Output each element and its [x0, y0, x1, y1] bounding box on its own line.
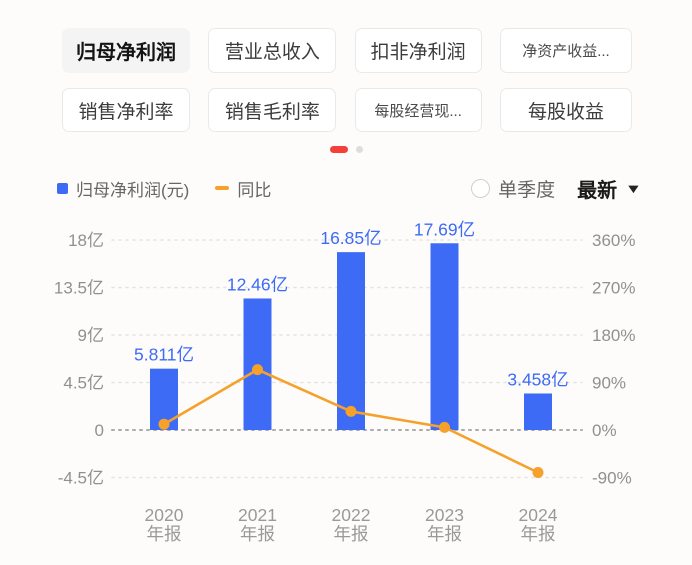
- bar-value-label: 17.69亿: [414, 219, 475, 239]
- metric-tabs: 归母净利润 营业总收入 扣非净利润 净资产收益... 销售净利率 销售毛利率 每…: [62, 28, 632, 132]
- x-axis-label: 2020 年报: [145, 505, 184, 544]
- yoy-point[interactable]: [158, 418, 170, 430]
- bar[interactable]: [524, 393, 552, 430]
- bar[interactable]: [337, 252, 365, 430]
- profit-chart: 18亿 360% 13.5亿 270% 9亿 180% 4.5亿 90% 0 0% -4.5亿 -90…: [0, 210, 692, 560]
- x-axis-label: 2024 年报: [519, 505, 558, 544]
- left-axis-tick-label: 0: [95, 421, 104, 440]
- period-dropdown-value[interactable]: 最新: [577, 179, 618, 202]
- tab-guimu-jinglirun[interactable]: 归母净利润: [62, 28, 190, 73]
- tab-jingzichan-shouyi[interactable]: 净资产收益...: [499, 28, 632, 73]
- profit-chart-svg: 18亿 360% 13.5亿 270% 9亿 180% 4.5亿 90% 0 0% -4.5亿 -90…: [54, 219, 636, 544]
- tab-koufei-jinglirun[interactable]: 扣非净利润: [354, 28, 482, 73]
- tabs-pagination: [0, 146, 692, 153]
- bar-value-label: 16.85亿: [320, 228, 381, 248]
- x-axis-label: 2021 年报: [238, 505, 277, 544]
- right-axis-tick-label: 270%: [592, 279, 635, 298]
- bar-series-label: 归母净利润(元): [76, 180, 190, 200]
- single-quarter-label[interactable]: 单季度: [498, 179, 556, 201]
- yoy-point[interactable]: [345, 405, 357, 417]
- left-axis-tick-label: 4.5亿: [63, 374, 104, 393]
- x-axis-label: 2023 年报: [425, 505, 464, 544]
- right-axis-tick-label: -90%: [592, 469, 632, 488]
- bar-series-swatch-icon: [57, 182, 68, 194]
- single-quarter-radio[interactable]: [471, 178, 491, 198]
- bar[interactable]: [430, 243, 459, 430]
- left-axis-tick-label: 18亿: [68, 231, 104, 250]
- pager-dot[interactable]: [355, 146, 363, 153]
- right-axis-tick-label: 90%: [592, 374, 626, 393]
- left-axis-tick-label: -4.5亿: [58, 469, 104, 488]
- legend-row: 归母净利润(元) 同比 单季度 最新 ▼: [57, 174, 643, 203]
- pager-dot-active[interactable]: [329, 146, 348, 153]
- tab-xiaoshou-maolilv[interactable]: 销售毛利率: [208, 88, 337, 132]
- tab-meigu-shouyi[interactable]: 每股收益: [499, 88, 632, 132]
- line-series-label: 同比: [237, 180, 272, 200]
- bar-value-label: 5.811亿: [134, 345, 194, 365]
- right-axis-tick-label: 180%: [592, 326, 635, 345]
- yoy-point[interactable]: [439, 421, 450, 433]
- period-dropdown[interactable]: 最新 ▼: [577, 174, 643, 203]
- yoy-point[interactable]: [252, 364, 263, 376]
- x-axis-label: 2022 年报: [332, 505, 371, 544]
- tab-xiaoshou-jinglilv[interactable]: 销售净利率: [62, 88, 190, 132]
- left-axis-tick-label: 13.5亿: [54, 279, 104, 298]
- bar-value-label: 12.46亿: [227, 274, 288, 294]
- right-axis-tick-label: 0%: [592, 421, 617, 440]
- yoy-point[interactable]: [532, 466, 544, 478]
- tab-meigu-jingyingxian[interactable]: 每股经营现...: [354, 88, 482, 132]
- legend-bar-series: 归母净利润(元): [57, 176, 189, 201]
- chevron-down-icon: ▼: [624, 180, 643, 196]
- left-axis-tick-label: 9亿: [78, 326, 104, 345]
- legend-line-series: 同比: [215, 176, 271, 201]
- tab-yingye-zongshouru[interactable]: 营业总收入: [208, 28, 337, 73]
- right-axis-tick-label: 360%: [592, 231, 635, 250]
- bar-value-label: 3.458亿: [507, 369, 568, 389]
- line-series-swatch-icon: [215, 186, 230, 190]
